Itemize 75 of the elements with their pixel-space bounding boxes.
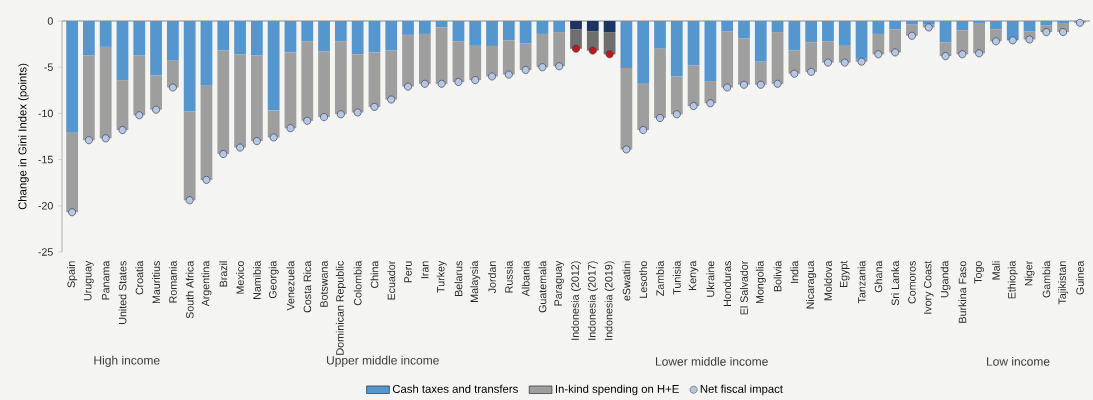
x-tick-label: Comoros	[908, 261, 916, 304]
y-tick-label: -20	[38, 202, 53, 210]
x-tick-label: Ethiopia	[1007, 260, 1018, 299]
x-tick-label: Ghana	[874, 260, 883, 293]
x-tick-label: Moldova	[824, 260, 832, 301]
x-tick-label: Uruguay	[84, 260, 94, 301]
x-tick-label: Albania	[521, 260, 530, 297]
x-tick-label: Tanzania	[857, 260, 866, 304]
y-tick-label: -15	[38, 155, 53, 164]
x-tick-label: Indonesia (2019)	[604, 261, 615, 340]
x-tick-label: Croatia	[135, 260, 144, 295]
x-tick-label: Egypt	[839, 260, 850, 288]
x-tick-label: Argentina	[201, 260, 212, 307]
x-tick-label: Iran	[421, 261, 429, 279]
x-tick-label: Lesotho	[639, 261, 648, 298]
x-tick-label: Burkina Faso	[958, 261, 967, 323]
y-tick-label: -10	[38, 109, 53, 118]
x-tick-label: Georgia	[268, 260, 279, 299]
x-tick-label: Guinea	[1075, 260, 1084, 295]
x-tick-label: Venezuela	[286, 260, 295, 311]
x-tick-label: Costa Rica	[303, 260, 312, 313]
x-tick-label: Sri Lanka	[891, 260, 900, 306]
x-tick-label: Romania	[168, 260, 177, 303]
x-tick-label: Brazil	[219, 261, 228, 287]
legend-label: In-kind spending on H+E	[555, 384, 679, 396]
x-tick-label: Guatemala	[538, 260, 547, 313]
text: Lower middle income	[656, 356, 768, 366]
x-tick-label: Belarus	[454, 261, 463, 296]
x-tick-label: eSwatini	[622, 261, 631, 301]
x-tick-label: Peru	[404, 261, 412, 283]
x-tick-label: Bolivia	[773, 260, 782, 292]
y-tick-label: 0	[47, 17, 53, 25]
x-tick-label: China	[370, 260, 379, 289]
x-tick-label: Indonesia (2012)	[571, 261, 581, 340]
x-tick-label: Mongolia	[755, 260, 766, 304]
x-tick-label: Kenya	[688, 260, 699, 291]
legend-label: Net fiscal impact	[700, 384, 783, 396]
x-tick-label: Zambia	[656, 260, 664, 296]
x-tick-label: South Africa	[185, 260, 194, 319]
x-tick-label: El Salvador	[740, 260, 748, 315]
x-tick-label: Malaysia	[470, 260, 481, 302]
x-tick-label: Russia	[504, 260, 513, 293]
x-tick-label: Indonesia (2017)	[587, 261, 598, 340]
text: Upper middle income	[326, 355, 439, 367]
y-tick-label: -5	[44, 63, 53, 71]
x-tick-label: Dominican Republic	[335, 261, 346, 355]
y-tick-label: -25	[38, 248, 53, 256]
x-tick-label: Honduras	[723, 261, 732, 307]
x-tick-label: Namibia	[252, 260, 261, 299]
x-tick-label: Ukraine	[706, 261, 715, 297]
x-tick-label: Tunisia	[672, 260, 681, 295]
x-tick-label: Mauritius	[152, 261, 160, 304]
x-tick-label: Turkey	[436, 260, 447, 293]
x-tick-label: Spain	[67, 261, 78, 288]
legend-label: Cash taxes and transfers	[392, 384, 518, 393]
x-tick-label: Nicaragua	[806, 260, 817, 309]
x-tick-label: Uganda	[940, 260, 951, 298]
x-tick-label: Gambia	[1042, 260, 1051, 298]
y-axis-title: Change in Gini Index (points)	[18, 63, 29, 210]
text: High income	[94, 355, 160, 367]
x-tick-label: Paraguay	[554, 260, 564, 306]
x-tick-label: Ivory Coast	[923, 260, 934, 314]
x-tick-label: India	[790, 260, 799, 283]
x-tick-label: Colombia	[353, 260, 362, 306]
x-tick-label: Panama	[101, 260, 110, 300]
x-tick-label: Ecuador	[387, 260, 396, 300]
x-tick-label: Tajikistan	[1058, 261, 1069, 305]
x-tick-label: Botswana	[320, 260, 328, 307]
text: Low income	[987, 356, 1050, 366]
x-tick-label: Togo	[974, 261, 984, 284]
x-tick-label: Mali	[992, 261, 1000, 280]
x-tick-label: Mexico	[236, 261, 244, 294]
x-tick-label: United States	[118, 261, 127, 324]
x-tick-label: Jordan	[488, 261, 496, 294]
x-tick-label: Niger	[1024, 260, 1035, 286]
